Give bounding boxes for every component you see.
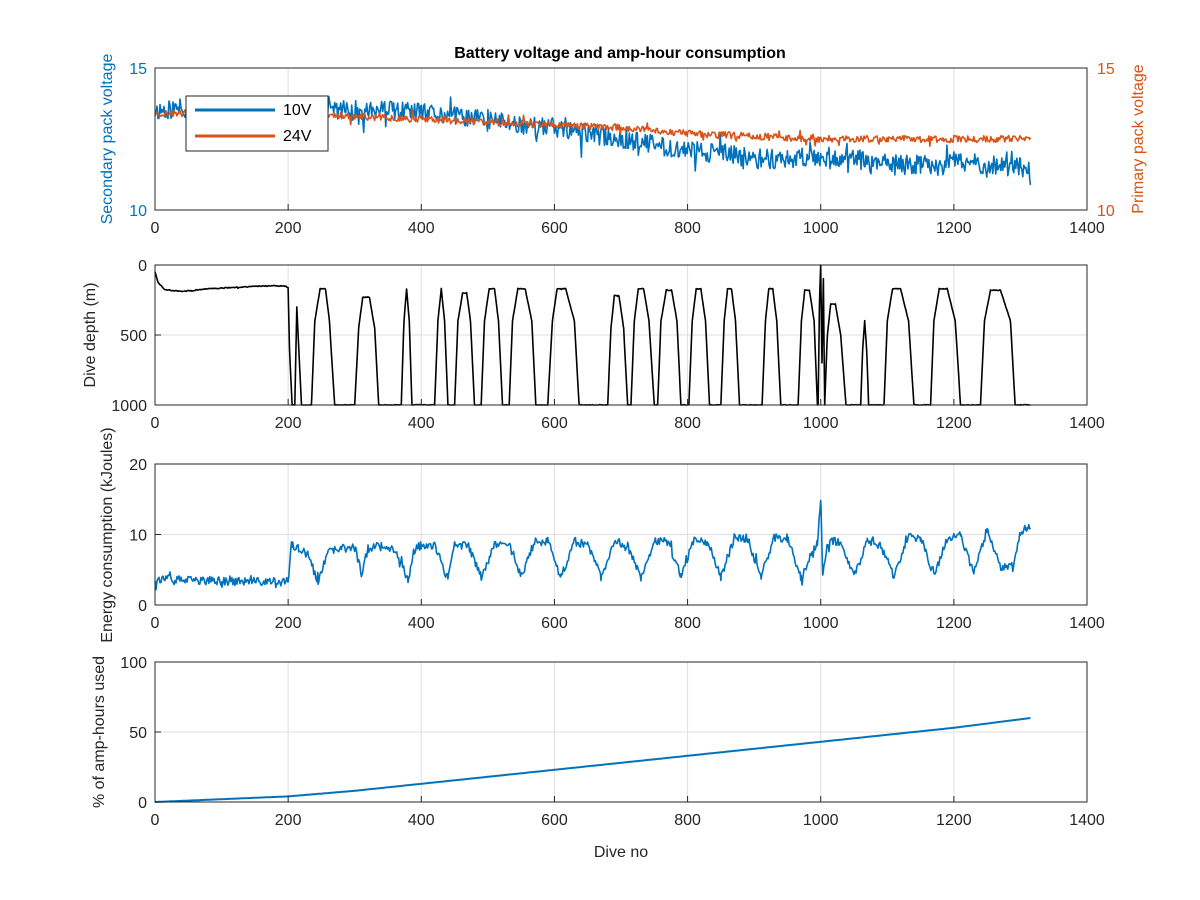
depth-ytick-label-2: 1000 [111,398,147,415]
voltage-y2tick-label-1: 15 [1097,61,1115,78]
panel-depth-ylabel: Dive depth (m) [82,283,99,388]
amphours-xtick-label-0: 0 [151,812,160,829]
legend-label-24v: 24V [283,128,312,145]
amphours-xtick-label-5: 1000 [803,812,839,829]
panel-voltage-y-ticks: 10 15 [129,61,161,220]
amphours-xtick-label-2: 400 [408,812,435,829]
panel-depth-x-ticks: 0 200 400 600 800 1000 1200 1400 [151,399,1105,432]
panel-voltage-x-ticks: 0 200 400 600 800 1000 1200 1400 [151,204,1105,237]
panel-amphours-x-ticks: 0 200 400 600 800 1000 1200 1400 [151,796,1105,829]
panel-energy-x-ticks: 0 200 400 600 800 1000 1200 1400 [151,599,1105,632]
energy-ytick-label-0: 0 [138,598,147,615]
amphours-xtick-label-7: 1400 [1069,812,1105,829]
energy-xtick-label-7: 1400 [1069,615,1105,632]
voltage-xtick-label-3: 600 [541,220,568,237]
panel-voltage-frame [154,67,1088,211]
amphours-ytick-label-0: 0 [138,795,147,812]
amphours-xtick-label-1: 200 [275,812,302,829]
depth-xtick-label-5: 1000 [803,415,839,432]
amphours-xtick-label-4: 800 [674,812,701,829]
panel-voltage-y2-ticks: 10 15 [1081,61,1115,220]
panel-depth-y-ticks: 0 500 1000 [111,258,161,415]
energy-xtick-label-2: 400 [408,615,435,632]
panel-voltage-y2label: Primary pack voltage [1130,64,1147,213]
panel-amphours: 0 200 400 600 800 1000 1200 1400 0 50 100 % of am… [91,655,1105,861]
energy-xtick-label-1: 200 [275,615,302,632]
depth-xtick-label-1: 200 [275,415,302,432]
depth-ytick-label-0: 0 [138,258,147,275]
panel-depth-grid [155,265,1087,405]
figure-title: Battery voltage and amp-hour consumption [454,45,786,62]
panel-amphours-grid [155,662,1087,802]
amphours-xtick-label-6: 1200 [936,812,972,829]
depth-xtick-label-6: 1200 [936,415,972,432]
panel-amphours-ylabel: % of amp-hours used [91,656,108,808]
amphours-series-0-line [155,717,1031,803]
panel-voltage: 0 200 400 600 800 1000 1200 1400 10 15 10 15 Seco… [99,54,1147,237]
panel-amphours-data [155,717,1031,803]
panel-energy-ylabel: Energy consumption (kJoules) [99,427,116,642]
voltage-xtick-label-2: 400 [408,220,435,237]
amphours-ytick-label-2: 100 [120,655,147,672]
legend-label-10v: 10V [283,102,312,119]
depth-xtick-label-3: 600 [541,415,568,432]
legend-box [185,95,329,152]
energy-series-0-line [154,499,1032,591]
voltage-ytick-label-1: 15 [129,61,147,78]
panel-energy-data [154,499,1032,591]
depth-xtick-label-4: 800 [674,415,701,432]
amphours-xtick-label-3: 600 [541,812,568,829]
voltage-y2tick-label-0: 10 [1097,203,1115,220]
energy-xtick-label-6: 1200 [936,615,972,632]
voltage-xtick-label-0: 0 [151,220,160,237]
voltage-xtick-label-1: 200 [275,220,302,237]
voltage-xtick-label-4: 800 [674,220,701,237]
panel-energy-grid [155,464,1087,605]
energy-ytick-label-2: 20 [129,457,147,474]
voltage-xtick-label-7: 1400 [1069,220,1105,237]
panel-energy-y-ticks: 0 10 20 [129,457,161,615]
legend: 10V 24V [185,95,329,152]
depth-xtick-label-7: 1400 [1069,415,1105,432]
panel-energy: 0 200 400 600 800 1000 1200 1400 0 10 20 Energy c… [99,427,1105,642]
energy-xtick-label-5: 1000 [803,615,839,632]
depth-ytick-label-1: 500 [120,328,147,345]
voltage-xtick-label-6: 1200 [936,220,972,237]
amphours-ytick-label-1: 50 [129,725,147,742]
voltage-ytick-label-0: 10 [129,203,147,220]
energy-xtick-label-4: 800 [674,615,701,632]
energy-ytick-label-1: 10 [129,528,147,545]
panel-voltage-ylabel: Secondary pack voltage [99,54,116,225]
panel-amphours-xlabel: Dive no [594,844,648,861]
panel-amphours-y-ticks: 0 50 100 [120,655,161,812]
energy-xtick-label-3: 600 [541,615,568,632]
panel-depth: 0 200 400 600 800 1000 1200 1400 0 500 1000 Dive … [82,258,1105,432]
energy-xtick-label-0: 0 [151,615,160,632]
depth-xtick-label-0: 0 [151,415,160,432]
depth-xtick-label-2: 400 [408,415,435,432]
voltage-xtick-label-5: 1000 [803,220,839,237]
